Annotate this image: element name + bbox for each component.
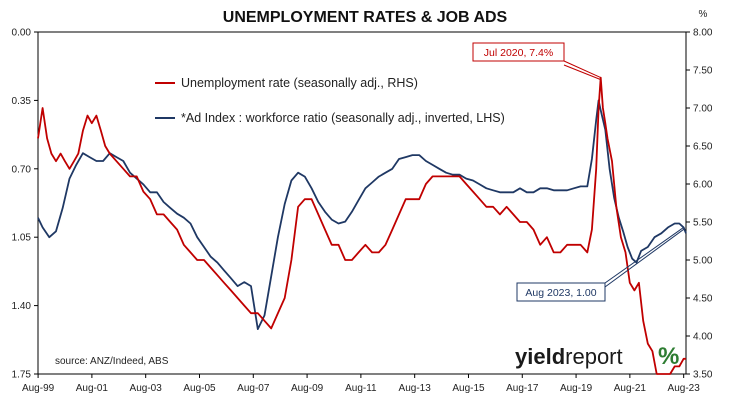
right-axis: 8.00 7.50 7.00 6.50 6.00 5.50 5.00 4.50 4.00 3.50 — [686, 28, 713, 381]
right-axis-unit: % — [699, 9, 708, 20]
right-tick-label: 5.50 — [693, 218, 713, 229]
legend-label-unemployment: Unemployment rate (seasonally adj., RHS) — [181, 76, 418, 90]
right-tick-label: 4.00 — [693, 332, 713, 343]
right-tick-label: 5.00 — [693, 256, 713, 267]
annotation-layer: Jul 2020, 7.4% Aug 2023, 1.00 — [472, 42, 684, 302]
left-tick-label: 0.35 — [12, 96, 32, 107]
yieldreport-logo: yieldreport % — [515, 343, 679, 370]
left-tick-label: 1.75 — [12, 370, 32, 381]
right-tick-label: 8.00 — [693, 28, 713, 39]
logo-text-light: report — [565, 344, 622, 369]
x-axis: Aug-99 Aug-01 Aug-03 Aug-05 Aug-07 Aug-09 Aug-… — [22, 374, 700, 394]
left-tick-label: 1.40 — [12, 301, 32, 312]
annotation-box — [472, 42, 565, 62]
left-tick-label: 0.00 — [12, 28, 32, 39]
left-axis: 0.00 0.35 0.70 1.05 1.40 1.75 — [12, 28, 38, 381]
series-layer — [37, 76, 687, 375]
plot-area — [37, 31, 687, 375]
chart-title: UNEMPLOYMENT RATES & JOB ADS — [223, 9, 508, 26]
x-tick-label: Aug-03 — [130, 383, 163, 394]
x-tick-label: Aug-05 — [183, 383, 216, 394]
x-tick-label: Aug-19 — [560, 383, 593, 394]
legend-label-ad-index: *Ad Index : workforce ratio (seasonally … — [181, 111, 505, 125]
x-tick-label: Aug-15 — [452, 383, 485, 394]
left-tick-label: 1.05 — [12, 233, 32, 244]
logo-percent-mark: % — [658, 343, 679, 370]
unemployment-rate-line — [37, 76, 686, 375]
right-tick-label: 6.00 — [693, 180, 713, 191]
annotation-box — [516, 282, 606, 302]
right-tick-label: 3.50 — [693, 370, 713, 381]
annotation-leader — [563, 60, 601, 79]
left-tick-label: 0.70 — [12, 164, 32, 175]
annotation-leader — [563, 64, 601, 81]
right-tick-label: 7.00 — [693, 104, 713, 115]
annotation-leader — [604, 229, 684, 288]
source-note: source: ANZ/Indeed, ABS — [55, 356, 169, 367]
x-tick-label: Aug-07 — [237, 383, 270, 394]
x-tick-label: Aug-99 — [22, 383, 55, 394]
right-tick-label: 4.50 — [693, 294, 713, 305]
x-tick-label: Aug-13 — [399, 383, 432, 394]
logo-text-bold: yield — [515, 344, 565, 369]
x-tick-label: Aug-09 — [291, 383, 324, 394]
x-tick-label: Aug-11 — [345, 383, 377, 394]
x-tick-label: Aug-23 — [668, 383, 701, 394]
annotation-label: Aug 2023, 1.00 — [525, 287, 596, 299]
legend: Unemployment rate (seasonally adj., RHS)… — [155, 76, 505, 125]
right-tick-label: 6.50 — [693, 142, 713, 153]
ad-index-line — [37, 99, 687, 331]
x-tick-label: Aug-21 — [614, 383, 647, 394]
x-tick-label: Aug-01 — [76, 383, 109, 394]
x-tick-label: Aug-17 — [506, 383, 539, 394]
annotation-leader — [604, 227, 684, 284]
annotation-label: Jul 2020, 7.4% — [484, 47, 553, 59]
right-tick-label: 7.50 — [693, 66, 713, 77]
svg-text:yieldreport: yieldreport — [515, 344, 623, 369]
